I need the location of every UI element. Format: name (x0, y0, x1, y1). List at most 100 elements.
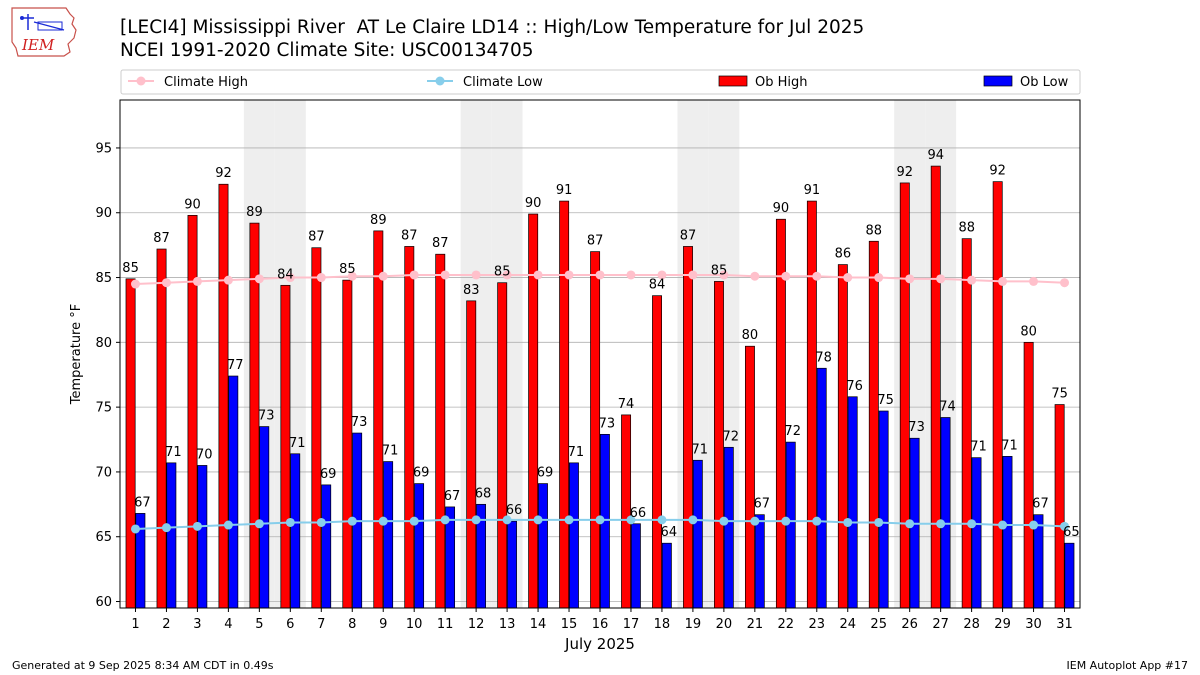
bar-value-labels: 85 87 90 92 89 84 87 85 89 87 87 83 85 90 91 87 74 84 87 85… (122, 148, 1079, 540)
climate-high-point-7 (316, 273, 326, 283)
climate-low-point-18 (657, 515, 667, 525)
ob-low-value-label-20: 72 (722, 429, 739, 444)
ob-low-bar-25 (878, 410, 889, 609)
climate-low-point-31 (1060, 521, 1070, 531)
climate-high-point-15 (564, 270, 574, 280)
climate-high-point-27 (936, 274, 946, 284)
y-axis: 60 65 70 75 80 85 90 95 (95, 141, 120, 610)
ob-low-bar-20 (723, 446, 734, 609)
climate-low-point-23 (812, 516, 822, 526)
climate-low-point-11 (440, 515, 450, 525)
ob-high-bar-9 (373, 230, 384, 609)
climate-high-point-23 (812, 271, 822, 281)
climate-low-point-15 (564, 515, 574, 525)
climate-low-point-3 (192, 521, 202, 531)
ob-low-bar-28 (971, 457, 982, 609)
x-tick-label-18: 18 (654, 617, 671, 632)
legend-climate-low-marker (435, 76, 445, 86)
climate-low-point-19 (688, 515, 698, 525)
x-tick-label-20: 20 (716, 617, 733, 632)
climate-high-point-20 (719, 270, 729, 280)
climate-low-point-28 (967, 519, 977, 529)
chart-title: [LECI4] Mississippi River AT Le Claire L… (120, 17, 865, 38)
ob-high-value-label-13: 85 (494, 265, 511, 280)
x-tick-label-12: 12 (468, 617, 485, 632)
climate-low-point-24 (843, 517, 853, 527)
ob-low-bar-3 (197, 465, 208, 609)
climate-high-point-16 (595, 270, 605, 280)
ob-high-value-label-19: 87 (680, 228, 697, 243)
x-tick-label-25: 25 (870, 617, 887, 632)
y-tick-label-65: 65 (95, 530, 112, 545)
ob-low-value-label-22: 72 (784, 424, 801, 439)
climate-low-point-4 (223, 520, 233, 530)
ob-low-bar-15 (568, 462, 579, 609)
x-axis: 1 2 3 4 5 6 7 8 9 10 11 12 13 14 15 16 17 18 19 20 21 22 23 24 2… (131, 608, 1073, 632)
x-tick-label-19: 19 (685, 617, 702, 632)
ob-high-bar-18 (652, 295, 662, 609)
climate-high-point-13 (502, 270, 512, 280)
climate-high-point-29 (998, 276, 1008, 286)
ob-high-bar-15 (559, 200, 570, 609)
ob-high-value-label-27: 94 (927, 148, 944, 163)
ob-low-value-label-11: 67 (444, 489, 461, 504)
ob-low-bar-29 (1002, 456, 1013, 609)
ob-high-bar-7 (311, 247, 322, 609)
y-tick-label-95: 95 (95, 141, 112, 156)
logo-text: IEM (21, 36, 55, 54)
climate-low-point-21 (750, 516, 760, 526)
climate-low-point-17 (626, 515, 636, 525)
ob-low-value-label-16: 73 (599, 416, 616, 431)
ob-high-bar-8 (342, 279, 353, 609)
y-tick-label-80: 80 (95, 336, 112, 351)
climate-high-point-4 (223, 275, 233, 285)
x-tick-label-23: 23 (809, 617, 826, 632)
climate-low-point-27 (936, 519, 946, 529)
ob-high-value-label-28: 88 (958, 221, 975, 236)
climate-low-point-1 (130, 524, 140, 534)
x-tick-label-26: 26 (901, 617, 918, 632)
ob-low-value-label-19: 71 (692, 442, 709, 457)
ob-low-value-label-18: 64 (661, 525, 678, 540)
legend-climate-high-marker (136, 76, 146, 86)
climate-low-point-26 (905, 519, 915, 529)
x-tick-label-13: 13 (499, 617, 516, 632)
climate-low-point-9 (378, 516, 388, 526)
climate-high-point-19 (688, 270, 698, 280)
ob-high-bar-20 (714, 281, 724, 609)
x-tick-label-3: 3 (193, 617, 201, 632)
climate-low-point-13 (502, 515, 512, 525)
ob-high-bar-10 (404, 246, 415, 609)
ob-low-value-label-12: 68 (475, 486, 492, 501)
climate-high-point-18 (657, 270, 667, 280)
chart-subtitle: NCEI 1991-2020 Climate Site: USC00134705 (120, 40, 534, 61)
climate-high-point-22 (781, 271, 791, 281)
ob-high-value-label-15: 91 (556, 183, 573, 198)
ob-low-value-label-28: 71 (970, 440, 987, 455)
legend: Climate High Climate Low Ob High Ob Low (120, 69, 1081, 95)
x-tick-label-2: 2 (162, 617, 170, 632)
x-tick-label-21: 21 (747, 617, 764, 632)
ob-low-bar-13 (507, 520, 517, 609)
climate-high-point-12 (471, 270, 481, 280)
ob-high-value-label-17: 74 (618, 397, 635, 412)
climate-high-point-10 (409, 270, 419, 280)
app-note: IEM Autoplot App #17 (1066, 659, 1189, 672)
ob-high-bar-26 (899, 182, 910, 609)
legend-box (120, 69, 1081, 95)
x-tick-label-14: 14 (530, 617, 547, 632)
generated-note: Generated at 9 Sep 2025 8:34 AM CDT in 0… (12, 659, 274, 672)
climate-high-point-26 (905, 274, 915, 284)
x-tick-label-9: 9 (379, 617, 387, 632)
x-tick-label-28: 28 (963, 617, 980, 632)
ob-high-value-label-7: 87 (308, 230, 325, 245)
ob-low-value-label-21: 67 (753, 497, 770, 512)
ob-high-value-label-21: 80 (742, 328, 759, 343)
x-tick-label-29: 29 (994, 617, 1011, 632)
climate-high-point-1 (130, 279, 140, 289)
x-tick-label-1: 1 (131, 617, 139, 632)
ob-low-value-label-25: 75 (877, 393, 894, 408)
climate-high-point-6 (285, 273, 295, 283)
ob-low-value-label-13: 66 (506, 503, 523, 518)
climate-high-point-25 (874, 273, 884, 283)
